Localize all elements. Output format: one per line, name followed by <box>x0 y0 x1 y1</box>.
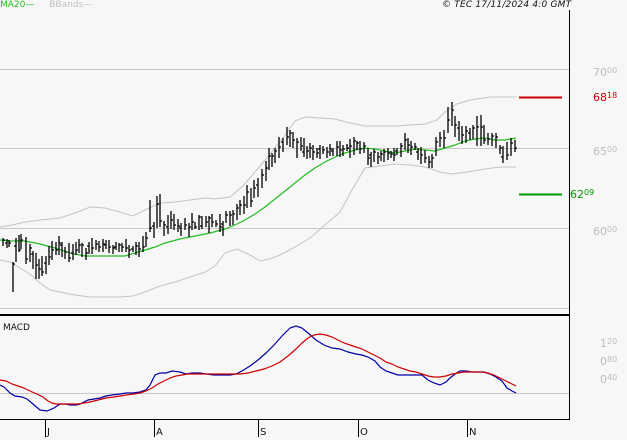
macd-signal-line <box>0 333 517 405</box>
bollinger-lower <box>0 163 516 298</box>
macd-axis-label-040: 040 <box>600 373 618 386</box>
bollinger-upper <box>0 96 516 228</box>
price-axis-label-65: 6500 <box>593 145 618 158</box>
month-ticks <box>45 420 468 437</box>
price-gridlines <box>0 69 569 309</box>
macd-axis-label-080: 080 <box>600 355 618 368</box>
macd-axis-label-120: 120 <box>600 337 618 350</box>
month-label-aug: A <box>156 427 163 438</box>
month-label-oct: O <box>360 427 368 438</box>
support-label: 6209 <box>570 188 595 201</box>
ma20-line <box>0 137 517 257</box>
ohlc-bars <box>2 102 517 292</box>
price-axis-label-70: 7000 <box>593 66 618 79</box>
macd-title: MACD <box>3 323 30 333</box>
legend-ma20: MA20— <box>0 0 35 10</box>
resistance-label: 6818 <box>593 91 618 104</box>
legend-bbands: BBands— <box>49 0 93 10</box>
price-axis-label-60: 6000 <box>593 225 618 238</box>
month-label-sep: S <box>260 427 267 438</box>
chart-legend: MA20— BBands— <box>0 0 92 10</box>
month-label-jul: J <box>47 427 50 438</box>
month-label-nov: N <box>469 427 477 438</box>
macd-line <box>0 325 517 412</box>
copyright-timestamp: © TEC 17/11/2024 4:0 GMT <box>442 0 572 10</box>
